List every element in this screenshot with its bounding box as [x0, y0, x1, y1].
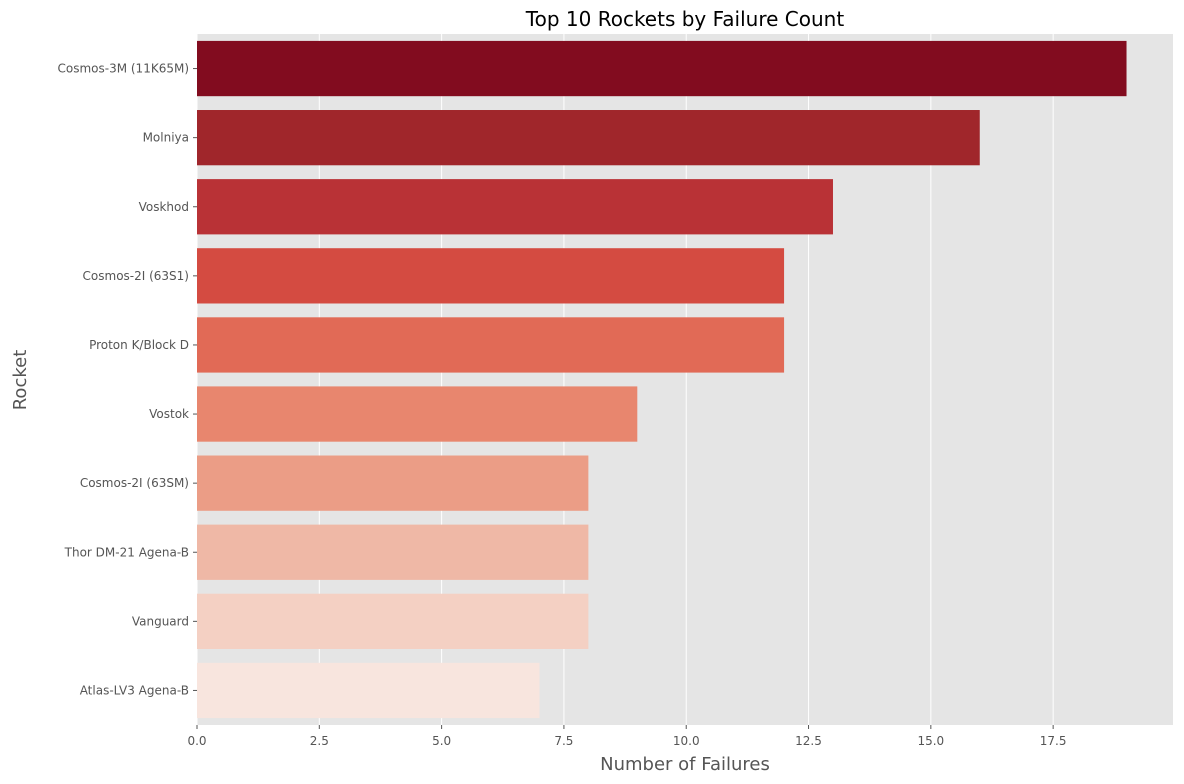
y-tick-label: Molniya	[143, 131, 189, 145]
bar	[197, 317, 785, 373]
x-tick-label: 2.5	[310, 734, 329, 748]
bar	[197, 524, 589, 580]
bar	[197, 593, 589, 649]
x-tick-label: 7.5	[554, 734, 573, 748]
bar	[197, 662, 540, 719]
bar	[197, 110, 980, 166]
bar	[197, 40, 1127, 97]
y-tick-label: Thor DM-21 Agena-B	[64, 545, 189, 559]
bar	[197, 248, 785, 304]
y-tick-label: Cosmos-2I (63S1)	[83, 269, 189, 283]
bar	[197, 386, 638, 442]
x-tick-label: 10.0	[673, 734, 700, 748]
x-tick-label: 17.5	[1040, 734, 1067, 748]
y-axis-title: Rocket	[10, 350, 31, 411]
bar	[197, 455, 589, 511]
y-axis-ticks: Cosmos-3M (11K65M) Molniya Voskhod Cosmos-2…	[57, 62, 197, 697]
y-tick-label: Atlas-LV3 Agena-B	[80, 683, 189, 697]
x-axis-ticks: 0.0 2.5 5.0 7.5 10.0 12.5 15.0 17.5	[187, 725, 1066, 748]
bars	[197, 40, 1127, 719]
y-tick-label: Voskhod	[139, 200, 189, 214]
bar	[197, 179, 833, 235]
y-tick-label: Cosmos-3M (11K65M)	[57, 62, 189, 76]
y-tick-label: Proton K/Block D	[89, 338, 189, 352]
y-tick-label: Vanguard	[132, 614, 189, 628]
y-tick-label: Vostok	[149, 407, 189, 421]
x-tick-label: 0.0	[187, 734, 206, 748]
y-tick-label: Cosmos-2I (63SM)	[80, 476, 189, 490]
x-tick-label: 12.5	[795, 734, 822, 748]
x-tick-label: 5.0	[432, 734, 451, 748]
chart-title: Top 10 Rockets by Failure Count	[525, 7, 845, 31]
x-axis-title: Number of Failures	[600, 754, 770, 775]
x-tick-label: 15.0	[917, 734, 944, 748]
